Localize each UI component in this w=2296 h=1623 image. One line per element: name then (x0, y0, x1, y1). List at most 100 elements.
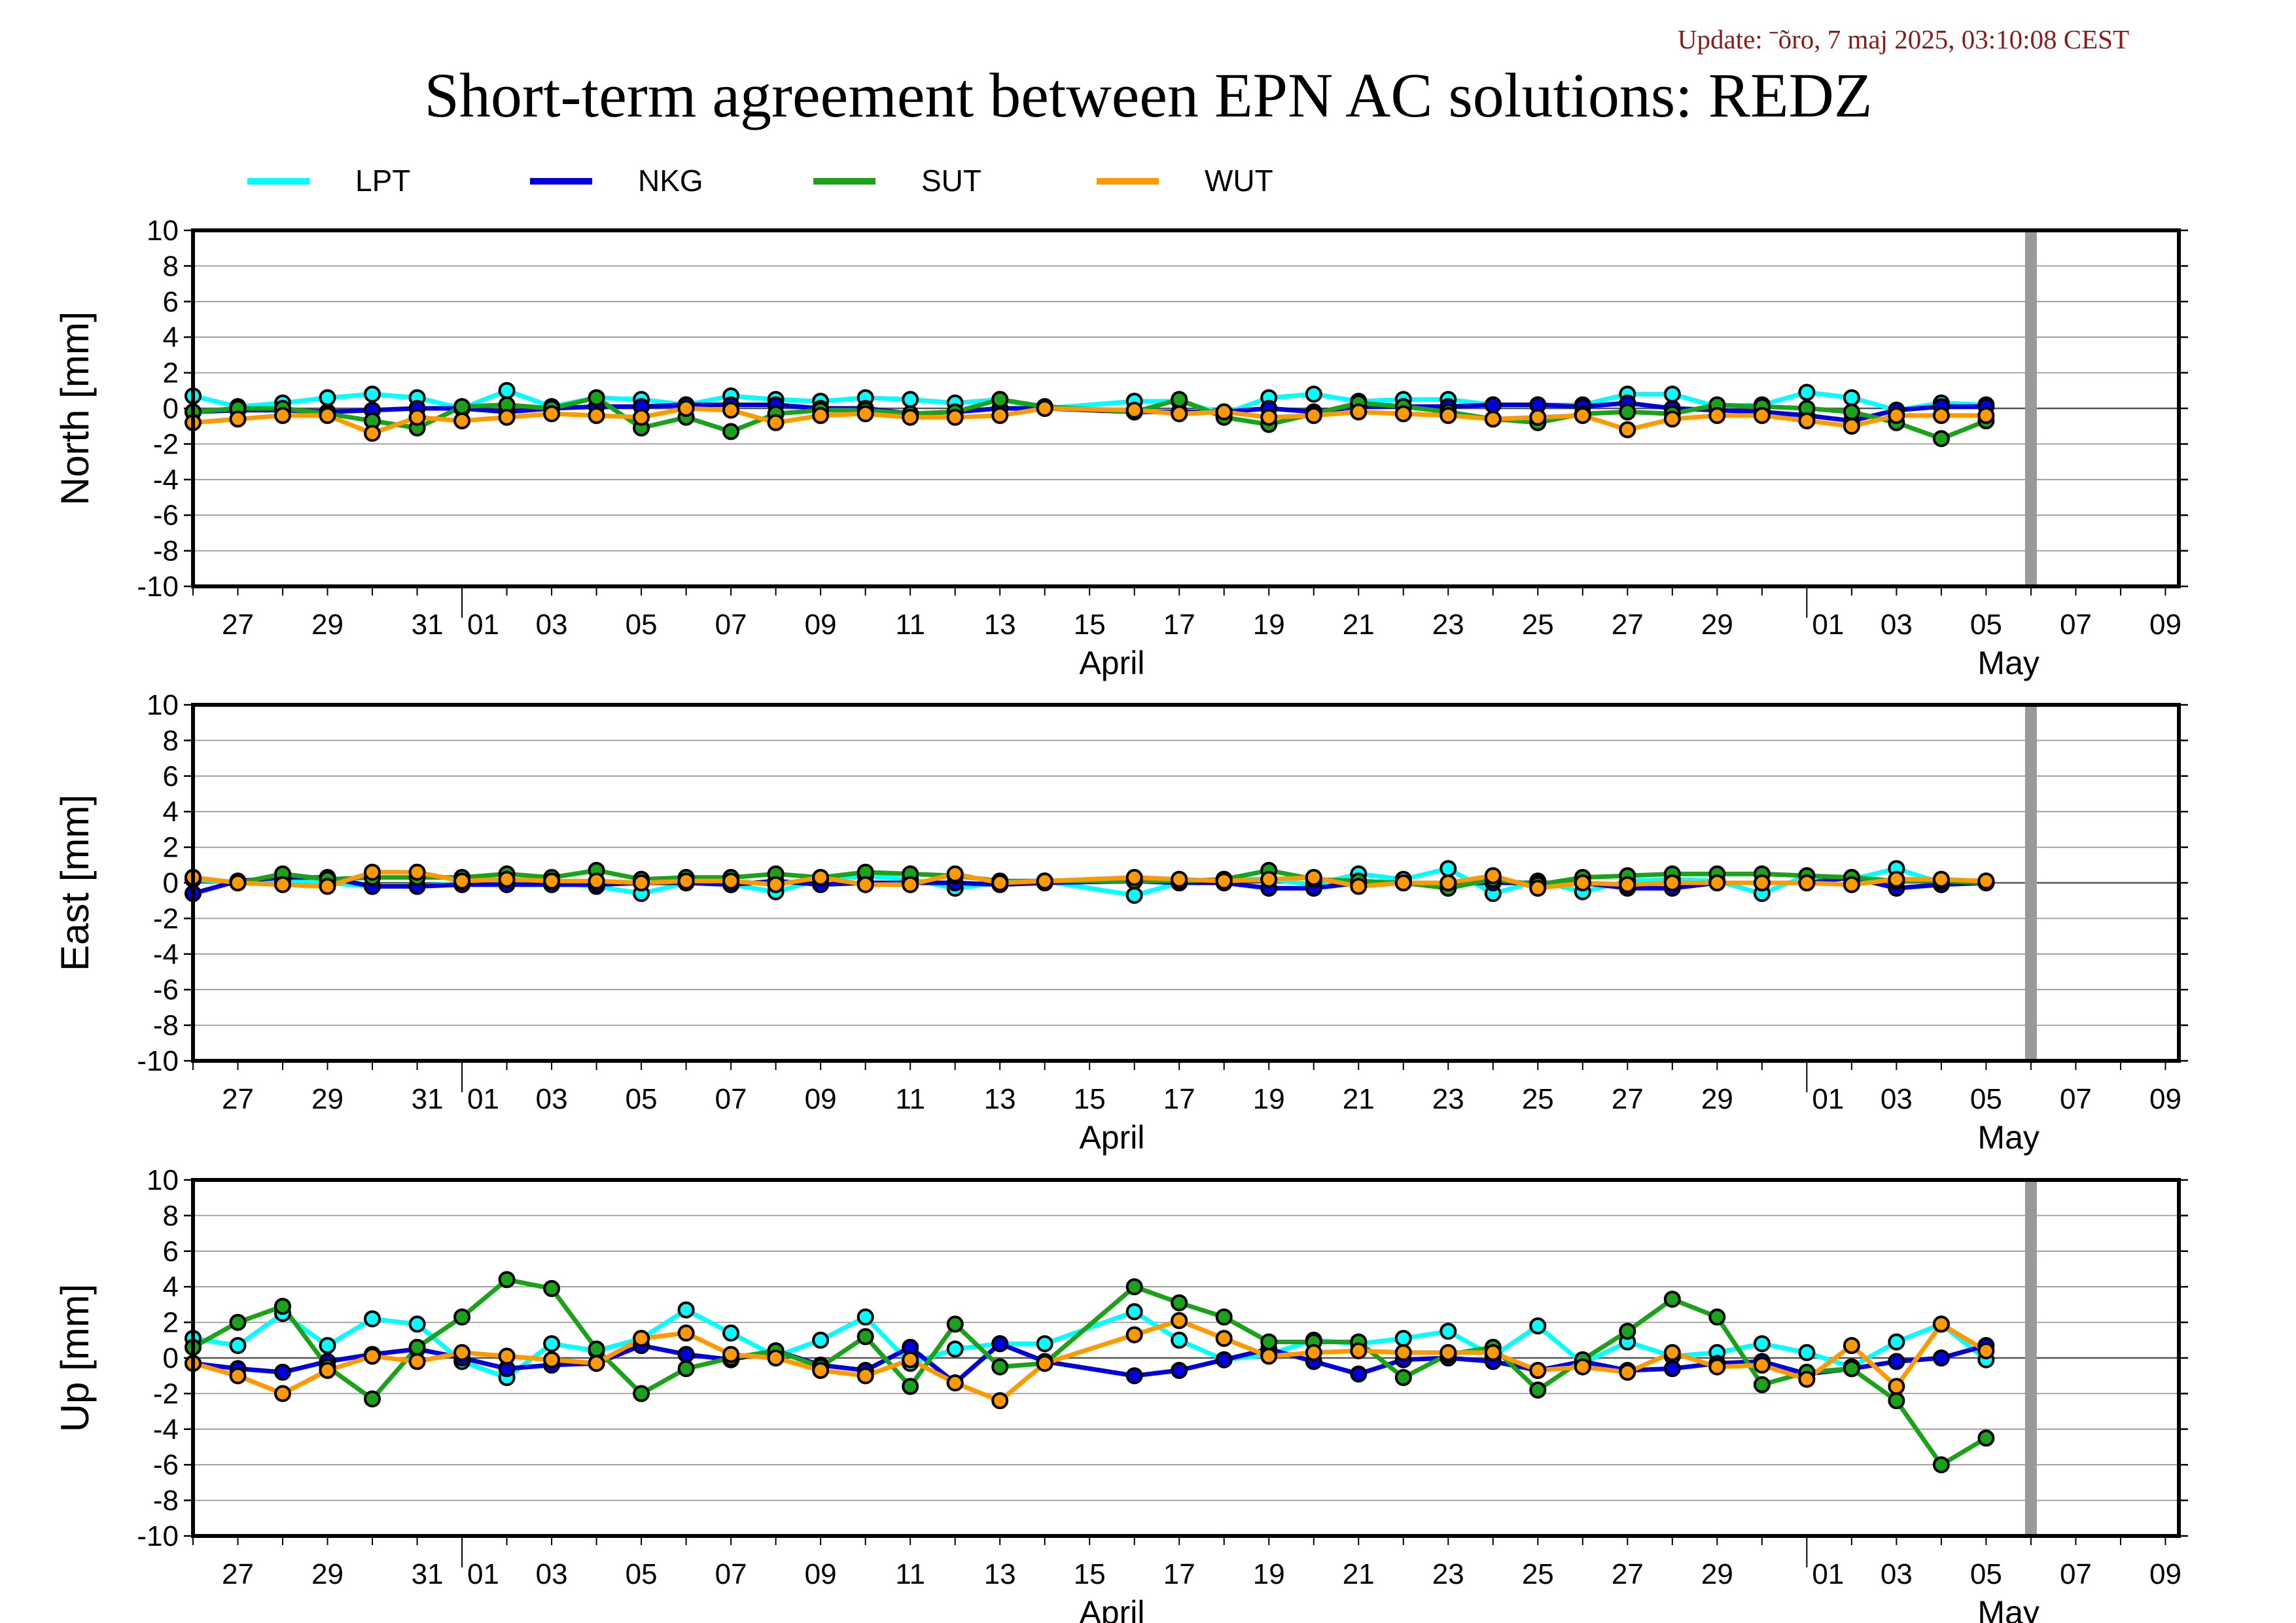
data-point-wut (812, 868, 830, 886)
data-point-nkg (1663, 1360, 1681, 1378)
data-point-wut (1574, 406, 1591, 424)
y-tick-label: -2 (153, 1378, 179, 1410)
data-point-wut (229, 874, 247, 891)
x-tick-label: 17 (1163, 609, 1195, 641)
data-point-sut (902, 1378, 919, 1395)
data-point-sut (543, 1279, 561, 1297)
data-point-sut (588, 389, 605, 406)
data-point-lpt (364, 1310, 381, 1328)
y-tick-label: 0 (163, 393, 179, 425)
x-tick-label: 29 (311, 1083, 344, 1115)
data-point-nkg (677, 1346, 695, 1363)
x-tick-label: 05 (626, 1558, 658, 1590)
x-tick-label: 27 (222, 1083, 254, 1115)
data-point-lpt (1529, 1317, 1547, 1334)
current-date-marker (2024, 230, 2037, 586)
data-point-wut (1171, 405, 1188, 423)
data-point-wut (991, 406, 1009, 424)
data-point-wut (1260, 1347, 1278, 1365)
x-tick-label: 07 (2060, 1558, 2092, 1590)
y-tick-label: 8 (163, 724, 179, 757)
data-point-wut (364, 425, 381, 442)
data-point-lpt (677, 1301, 695, 1319)
data-point-lpt (902, 391, 919, 408)
data-point-wut (1977, 872, 1995, 890)
x-tick-label: 25 (1522, 1083, 1554, 1115)
data-point-sut (1663, 1291, 1681, 1308)
data-point-lpt (543, 1335, 561, 1353)
y-tick-label: 2 (163, 1307, 179, 1339)
data-point-wut (1439, 1344, 1457, 1361)
y-tick-label: 0 (163, 1342, 179, 1374)
update-timestamp: Update: ˉõro, 7 maj 2025, 03:10:08 CEST (1678, 24, 2129, 54)
data-point-wut (319, 1362, 336, 1379)
data-point-wut (1260, 870, 1278, 888)
month-label: April (1079, 1119, 1144, 1156)
x-tick-label: 11 (895, 1558, 925, 1590)
data-point-wut (902, 408, 919, 426)
data-point-wut (229, 410, 247, 428)
data-point-wut (767, 414, 785, 431)
y-tick-label: 8 (163, 250, 179, 282)
data-point-sut (229, 1313, 247, 1331)
data-point-wut (1394, 405, 1412, 423)
data-point-lpt (229, 1337, 247, 1354)
y-tick-label: -2 (153, 428, 179, 460)
data-point-lpt (319, 1337, 336, 1354)
x-tick-label: 19 (1253, 1083, 1285, 1115)
data-point-wut (1798, 874, 1816, 891)
legend-label-wut: WUT (1205, 164, 1273, 198)
plot-frame (191, 228, 2181, 588)
data-point-sut (1888, 1392, 1905, 1410)
data-point-wut (1619, 421, 1636, 438)
x-tick-label: 29 (1701, 609, 1733, 641)
data-point-sut (1977, 1429, 1995, 1447)
data-point-lpt (1125, 1303, 1143, 1321)
x-tick-label: 05 (1970, 1083, 2002, 1115)
data-point-wut (946, 408, 964, 426)
x-tick-label: 01 (1812, 609, 1844, 641)
data-point-wut (364, 863, 381, 881)
data-point-wut (498, 870, 516, 888)
x-tick-label: 01 (467, 1558, 499, 1590)
data-point-wut (1529, 1362, 1547, 1379)
x-tick-label: 29 (311, 1558, 344, 1590)
data-point-wut (1171, 1311, 1188, 1329)
x-tick-label: 19 (1253, 1558, 1285, 1590)
data-point-lpt (1125, 887, 1143, 904)
x-tick-label: 31 (412, 1083, 444, 1115)
page-title: Short-term agreement between EPN AC solu… (425, 60, 1873, 130)
x-tick-label: 07 (2060, 1083, 2092, 1115)
x-tick-label: 05 (1970, 1558, 2002, 1590)
x-tick-label: 15 (1074, 1083, 1106, 1115)
y-tick-label: 2 (163, 832, 179, 864)
data-point-wut (1036, 400, 1053, 417)
x-tick-label: 23 (1432, 1558, 1464, 1590)
y-tick-label: -10 (137, 1520, 179, 1552)
data-point-wut (408, 408, 426, 426)
x-tick-label: 05 (626, 1083, 658, 1115)
data-point-wut (722, 401, 740, 419)
data-point-wut (1843, 418, 1860, 435)
legend-label-sut: SUT (921, 164, 981, 198)
data-point-lpt (857, 1308, 874, 1326)
y-tick-label: 4 (163, 796, 179, 828)
data-point-wut (1932, 870, 1950, 888)
data-point-sut (1619, 403, 1636, 421)
data-point-wut (1215, 872, 1233, 890)
series-line-nkg (192, 1341, 1987, 1385)
data-point-sut (946, 1315, 964, 1333)
y-tick-label: 0 (163, 867, 179, 899)
data-point-wut (1125, 868, 1143, 886)
y-tick-label: -6 (153, 1449, 179, 1481)
data-point-wut (1305, 406, 1322, 424)
data-point-wut (1708, 1358, 1726, 1376)
x-tick-label: 27 (1612, 1558, 1644, 1590)
data-point-sut (1753, 1376, 1771, 1393)
x-tick-label: 09 (805, 1558, 837, 1590)
y-axis-label: East [mm] (53, 794, 97, 971)
data-point-sut (1843, 1360, 1860, 1378)
data-point-sut (453, 1308, 471, 1326)
x-tick-label: 31 (412, 1558, 444, 1590)
data-point-wut (1932, 406, 1950, 424)
